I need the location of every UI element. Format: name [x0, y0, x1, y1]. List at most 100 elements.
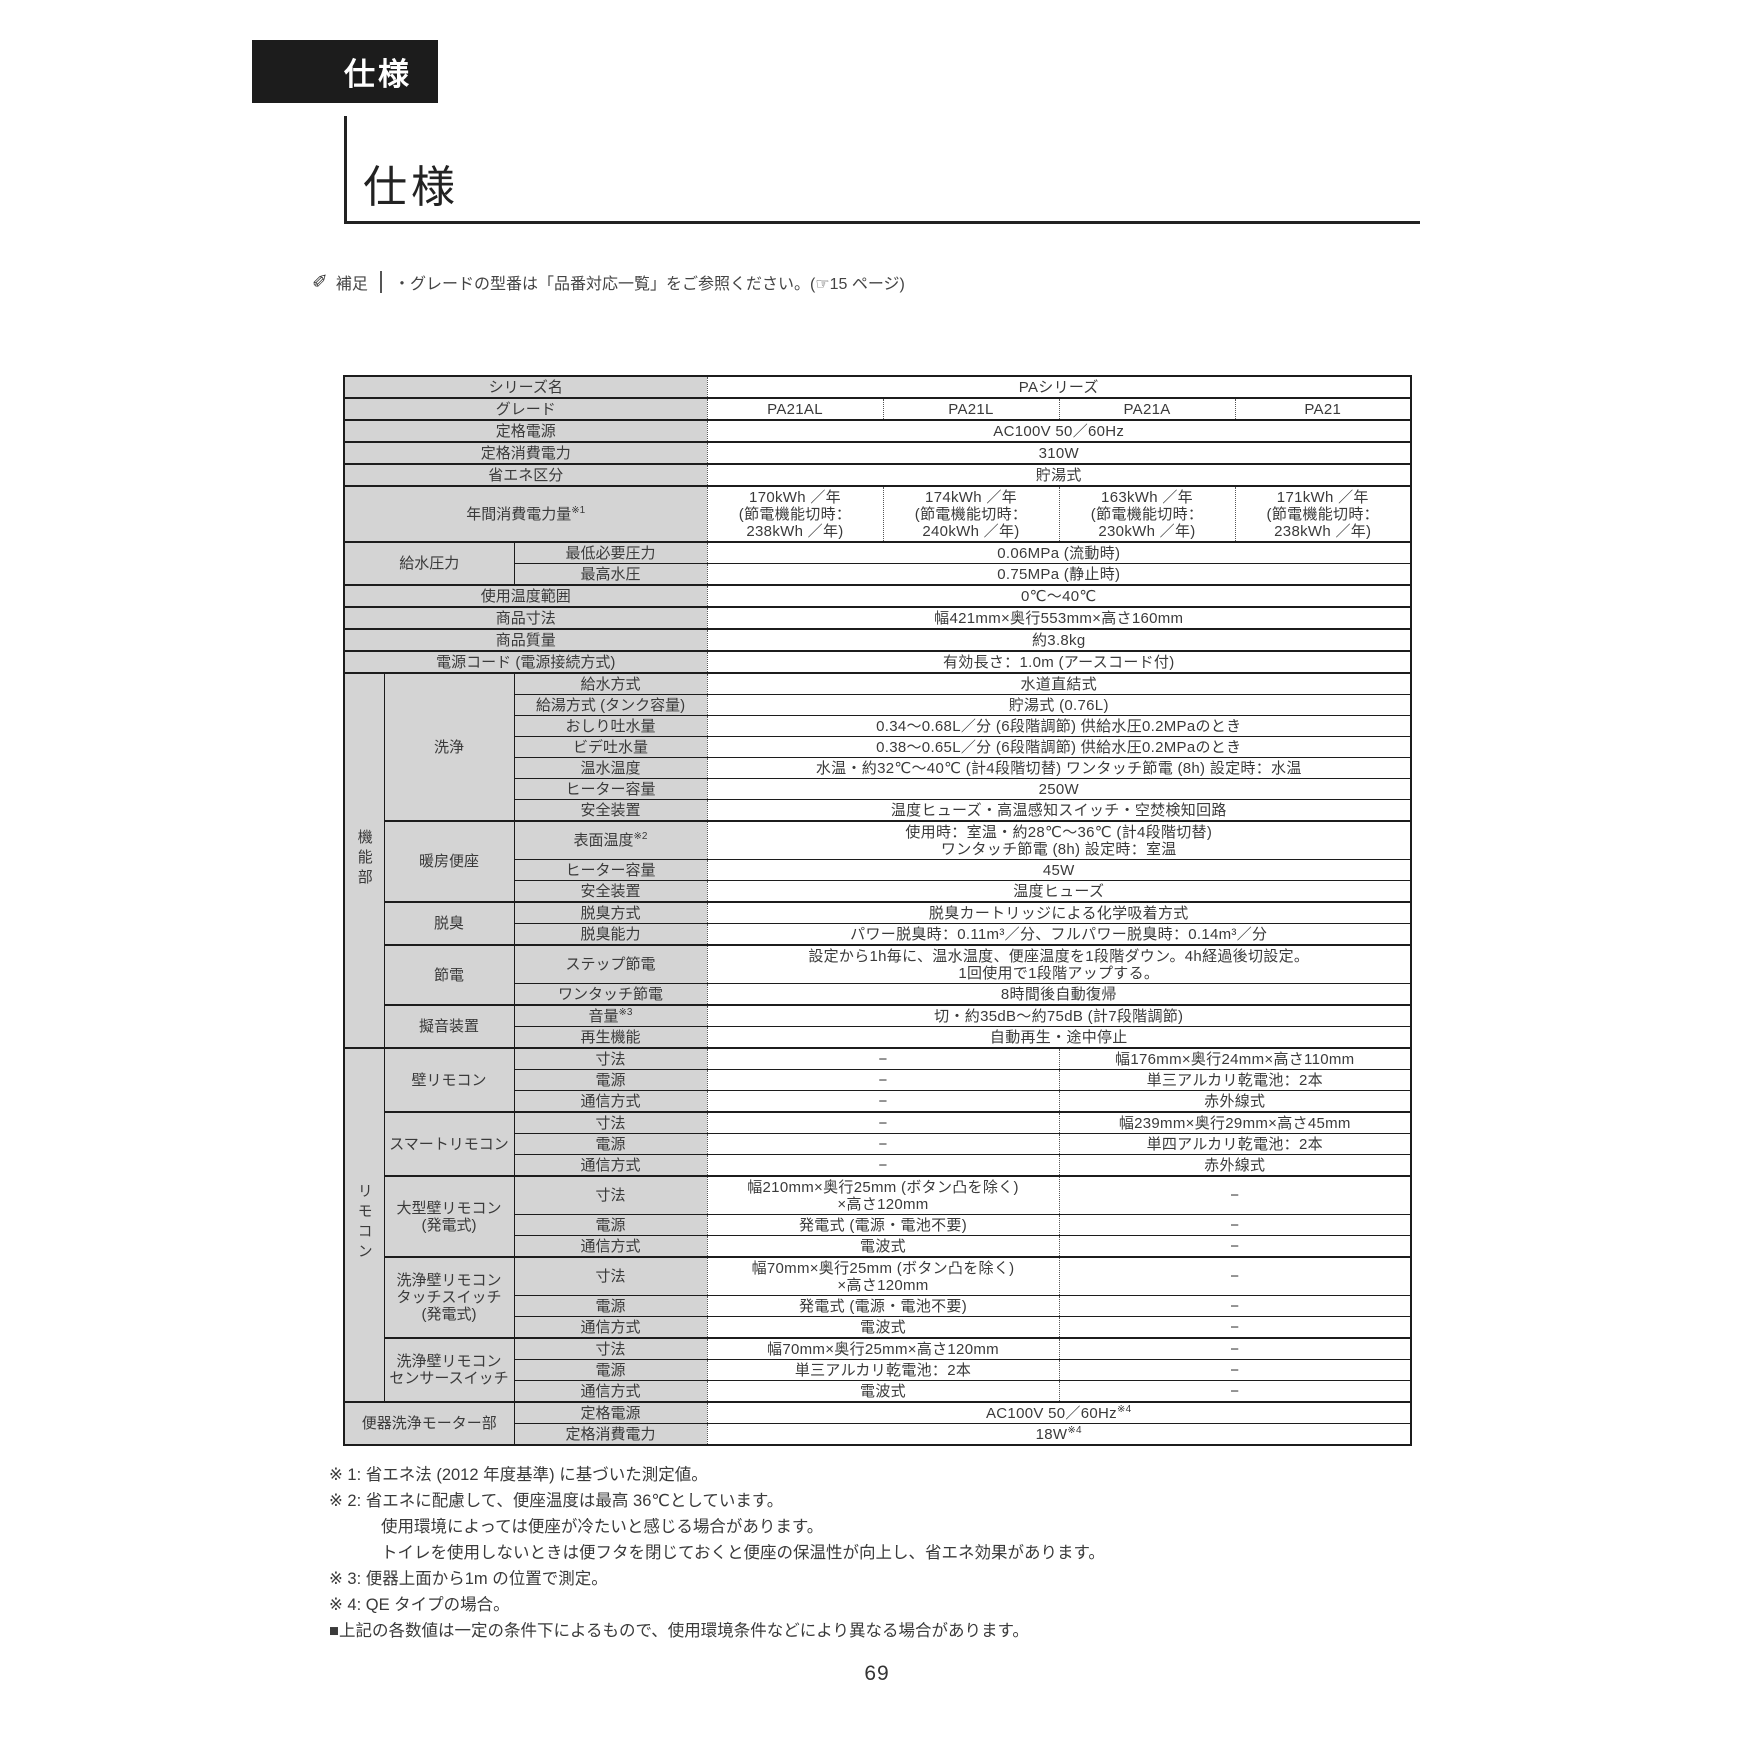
spec-label-cell: リモコン: [343, 1047, 384, 1402]
footnote-marker: ※4: [1116, 1403, 1132, 1415]
spec-value-cell: 貯湯式 (0.76L): [706, 694, 1412, 716]
spec-value-cell: AC100V 50／60Hz: [706, 419, 1412, 442]
spec-value-cell: 0℃～40℃: [706, 584, 1412, 607]
spec-value-cell: 赤外線式: [1058, 1154, 1412, 1176]
spec-label-cell: 給湯方式 (タンク容量): [513, 694, 707, 716]
spec-label-cell: 安全装置: [513, 880, 707, 902]
spec-value-cell: 約3.8kg: [706, 628, 1412, 651]
spec-label-cell: 電源: [513, 1069, 707, 1091]
spec-value-cell: 163kWh ／年 (節電機能切時： 230kWh ／年): [1058, 485, 1235, 542]
spec-value-cell: 幅239mm×奥行29mm×高さ45mm: [1058, 1111, 1412, 1134]
spec-value-cell: 有効長さ：1.0m (アースコード付): [706, 650, 1412, 673]
footnote-line: 使用環境によっては便座が冷たいと感じる場合があります。: [381, 1518, 824, 1536]
spec-value-cell: −: [706, 1047, 1059, 1070]
spec-value-cell: 電波式: [706, 1316, 1059, 1338]
spec-label-cell: 商品質量: [343, 628, 707, 651]
spec-row: 商品寸法 幅421mm×奥行553mm×高さ160mm: [343, 606, 1412, 629]
spec-label-cell: ヒーター容量: [513, 859, 707, 881]
spec-label-cell: 再生機能: [513, 1026, 707, 1048]
spec-value-cell: 単三アルカリ乾電池：2本: [706, 1359, 1059, 1381]
spec-value-cell: 切・約35dB～約75dB (計7段階調節): [706, 1004, 1412, 1027]
spec-label-cell: ワンタッチ節電: [513, 983, 707, 1005]
spec-row: 給湯方式 (タンク容量) 貯湯式 (0.76L): [344, 694, 1412, 716]
spec-table: シリーズ名 PAシリーズ グレード PA21AL PA21L PA21A PA21 定格電源 A…: [343, 375, 1413, 1446]
spec-label-cell: 洗浄壁リモコン タッチスイッチ (発電式): [383, 1256, 514, 1338]
spec-value-cell: −: [1058, 1359, 1412, 1381]
spec-label-cell: 脱臭能力: [513, 923, 707, 945]
spec-tab-label: 仕様: [344, 57, 412, 92]
spec-label-cell: 給水圧力: [343, 541, 514, 585]
spec-row: 節電 ステップ節電 設定から1h毎に、温水温度、便座温度を1段階ダウン。4h経過後切…: [344, 944, 1412, 1005]
spec-row: ヒーター容量 45W: [344, 859, 1412, 881]
spec-row: 使用温度範囲 0℃～40℃: [343, 584, 1412, 607]
footnote-marker: ※3: [618, 1006, 633, 1018]
spec-label-cell: ヒーター容量: [513, 778, 707, 800]
spec-value-cell: −: [1058, 1256, 1412, 1296]
spec-label-cell: 機能部: [343, 672, 384, 1048]
spec-value-cell: −: [1058, 1380, 1412, 1402]
spec-row: 電源 発電式 (電源・電池不要) −: [344, 1214, 1412, 1236]
spec-label-cell: 定格消費電力: [513, 1423, 707, 1445]
spec-label-cell: 寸法: [513, 1111, 707, 1134]
spec-value-cell: 発電式 (電源・電池不要): [706, 1214, 1059, 1236]
spec-value-cell: −: [706, 1090, 1059, 1112]
spec-row: 脱臭能力 パワー脱臭時：0.11m³／分、フルパワー脱臭時：0.14m³／分: [344, 923, 1412, 945]
spec-value-cell: 発電式 (電源・電池不要): [706, 1295, 1059, 1317]
spec-row: 電源 単三アルカリ乾電池：2本 −: [344, 1359, 1412, 1381]
footnote-line: ※ 1: 省エネ法 (2012 年度基準) に基づいた測定値。: [329, 1466, 708, 1484]
spec-label-cell: 通信方式: [513, 1090, 707, 1112]
spec-value-cell: 171kWh ／年 (節電機能切時： 238kWh ／年): [1234, 485, 1412, 542]
spec-value-cell: 18W※4: [706, 1423, 1412, 1445]
spec-row: 通信方式 − 赤外線式: [344, 1154, 1412, 1176]
footnote-line: ※ 4: QE タイプの場合。: [329, 1596, 510, 1614]
note-label: 補足: [335, 276, 368, 293]
footnote-line: トイレを使用しないときは便フタを閉じておくと便座の保温性が向上し、省エネ効果があ…: [381, 1544, 1105, 1562]
spec-value-cell: 310W: [706, 441, 1412, 464]
spec-row: 最高水圧 0.75MPa (静止時): [344, 563, 1412, 585]
spec-value-cell: PA21AL: [706, 397, 883, 420]
spec-value-cell: PA21A: [1058, 397, 1235, 420]
spec-row: グレード PA21AL PA21L PA21A PA21: [343, 397, 1412, 420]
spec-value-cell: 電波式: [706, 1380, 1059, 1402]
spec-value-cell: −: [1058, 1337, 1412, 1360]
note-divider: [379, 271, 382, 293]
spec-row: リモコン 壁リモコン 寸法 − 幅176mm×奥行24mm×高さ110mm: [343, 1047, 1412, 1402]
spec-label-cell: 給水方式: [513, 672, 707, 695]
spec-value-cell: 温度ヒューズ: [706, 880, 1412, 902]
spec-value-cell: 0.06MPa (流動時): [706, 541, 1412, 564]
spec-value-cell: −: [1058, 1316, 1412, 1338]
spec-value-cell: 単三アルカリ乾電池：2本: [1058, 1069, 1412, 1091]
spec-value-cell: PA21: [1234, 397, 1412, 420]
note-text: ・グレードの型番は「品番対応一覧」をご参照ください。(☞15 ページ): [393, 276, 905, 293]
spec-row: 電源 発電式 (電源・電池不要) −: [344, 1295, 1412, 1317]
title-block: 仕様: [344, 116, 1420, 224]
spec-label-cell: 電源: [513, 1359, 707, 1381]
spec-label-cell: 表面温度※2: [513, 820, 707, 860]
spec-label-cell: シリーズ名: [343, 375, 707, 398]
spec-label-cell: 寸法: [513, 1256, 707, 1296]
spec-label-cell: 電源: [513, 1214, 707, 1236]
spec-row: 安全装置 温度ヒューズ・高温感知スイッチ・空焚検知回路: [344, 799, 1412, 821]
spec-value-cell: 45W: [706, 859, 1412, 881]
spec-label-cell: 音量※3: [513, 1004, 707, 1027]
spec-label-cell: 通信方式: [513, 1235, 707, 1257]
spec-row: 給水圧力 最低必要圧力 0.06MPa (流動時): [343, 541, 1412, 585]
spec-label-cell: 寸法: [513, 1175, 707, 1215]
spec-label-cell: 寸法: [513, 1047, 707, 1070]
vertical-group-label: リモコン: [355, 1183, 373, 1263]
spec-value-cell: 脱臭カートリッジによる化学吸着方式: [706, 901, 1412, 924]
spec-row: 通信方式 − 赤外線式: [344, 1090, 1412, 1112]
spec-row: 定格電源 AC100V 50／60Hz: [343, 419, 1412, 442]
spec-row: 暖房便座 表面温度※2 使用時：室温・約28℃～36℃ (計4段階切替) ワンタッチ…: [344, 820, 1412, 902]
spec-label-cell: 節電: [383, 944, 514, 1005]
spec-row: 洗浄壁リモコン センサースイッチ 寸法 幅70mm×奥行25mm×高さ120mm −: [344, 1337, 1412, 1402]
spec-row: ビデ吐水量 0.38～0.65L／分 (6段階調節) 供給水圧0.2MPaのとき: [344, 736, 1412, 758]
spec-label-cell: 電源: [513, 1133, 707, 1155]
spec-label-cell: 通信方式: [513, 1154, 707, 1176]
spec-value-cell: パワー脱臭時：0.11m³／分、フルパワー脱臭時：0.14m³／分: [706, 923, 1412, 945]
spec-value-cell: 水温・約32℃～40℃ (計4段階切替) ワンタッチ節電 (8h) 設定時：水温: [706, 757, 1412, 779]
spec-label-cell: 電源コード (電源接続方式): [343, 650, 707, 673]
spec-label-cell: 大型壁リモコン (発電式): [383, 1175, 514, 1257]
spec-label-cell: 電源: [513, 1295, 707, 1317]
